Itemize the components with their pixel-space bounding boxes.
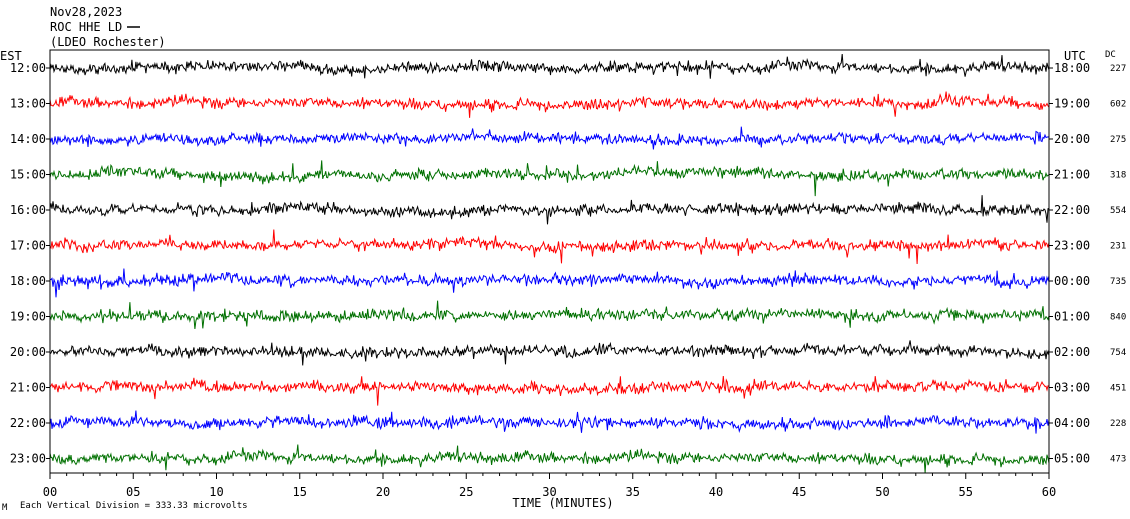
est-time-label: 22:00 [10,416,46,430]
x-tick-label: 45 [792,485,806,499]
x-tick-label: 40 [709,485,723,499]
dc-offset-label: 231 [1110,242,1126,252]
trace-1900 [49,300,1050,330]
utc-time-label: 20:00 [1054,132,1090,146]
x-tick-label: 10 [209,485,223,499]
trace-1400 [49,126,1050,150]
right-timezone-label: UTC [1064,49,1086,63]
left-timezone-label: EST [0,49,22,63]
utc-time-label: 02:00 [1054,345,1090,359]
station-label: ROC HHE LD [50,20,122,34]
x-tick-label: 05 [126,485,140,499]
plot-frame [49,49,1050,474]
trace-1300 [49,91,1050,118]
utc-time-label: 04:00 [1054,416,1090,430]
est-time-label: 17:00 [10,239,46,253]
utc-time-label: 18:00 [1054,61,1090,75]
trace-1800 [49,268,1050,298]
est-time-label: 13:00 [10,97,46,111]
dc-offset-label: 735 [1110,277,1126,287]
x-tick-label: 60 [1042,485,1056,499]
x-tick-label: 55 [959,485,973,499]
est-time-label: 23:00 [10,452,46,466]
utc-time-label: 21:00 [1054,168,1090,182]
dc-offset-label: 473 [1110,455,1126,465]
dc-offset-label: 228 [1110,419,1126,429]
est-time-label: 19:00 [10,310,46,324]
x-axis: 00 05 10 15 20 25 30 35 40 45 50 55 60 [43,473,1056,499]
utc-time-label: 00:00 [1054,274,1090,288]
x-tick-label: 30 [542,485,556,499]
row-labels: 12:00 18:00 227 13:00 19:00 602 14:00 20:00 275 1… [10,61,1126,466]
utc-time-label: 22:00 [1054,203,1090,217]
dc-offset-label: 754 [1110,348,1126,358]
trace-1600 [49,195,1050,225]
x-axis-title: TIME (MINUTES) [512,496,613,510]
trace-2200 [49,410,1050,434]
dc-offset-label: 318 [1110,171,1126,181]
trace-2100 [49,375,1050,406]
trace-1700 [49,229,1050,265]
trace-1200 [49,54,1050,79]
seismic-traces [49,54,1050,473]
x-tick-label: 15 [293,485,307,499]
date-label: Nov28,2023 [50,5,122,19]
dc-offset-label: 451 [1110,384,1126,394]
est-time-label: 16:00 [10,203,46,217]
dc-offset-label: 227 [1110,64,1126,74]
dc-offset-label: 602 [1110,100,1126,110]
est-time-label: 15:00 [10,168,46,182]
dc-header-label: DC [1105,50,1116,60]
x-tick-label: 20 [376,485,390,499]
x-tick-label: 35 [626,485,640,499]
utc-time-label: 23:00 [1054,239,1090,253]
utc-time-label: 03:00 [1054,381,1090,395]
corner-mark: M [2,503,8,513]
scale-note: Each Vertical Division = 333.33 microvol… [20,501,248,511]
utc-time-label: 05:00 [1054,452,1090,466]
utc-time-label: 19:00 [1054,97,1090,111]
dc-offset-label: 275 [1110,135,1126,145]
network-label: (LDEO Rochester) [50,35,166,49]
est-time-label: 14:00 [10,132,46,146]
dc-offset-label: 554 [1110,206,1126,216]
utc-time-label: 01:00 [1054,310,1090,324]
est-time-label: 18:00 [10,274,46,288]
x-tick-label: 50 [875,485,889,499]
x-tick-label: 00 [43,485,57,499]
est-time-label: 12:00 [10,61,46,75]
trace-1500 [49,160,1050,197]
x-tick-label: 25 [459,485,473,499]
dc-offset-label: 840 [1110,313,1126,323]
est-time-label: 20:00 [10,345,46,359]
trace-2000 [49,340,1050,366]
est-time-label: 21:00 [10,381,46,395]
trace-2300 [49,444,1050,473]
